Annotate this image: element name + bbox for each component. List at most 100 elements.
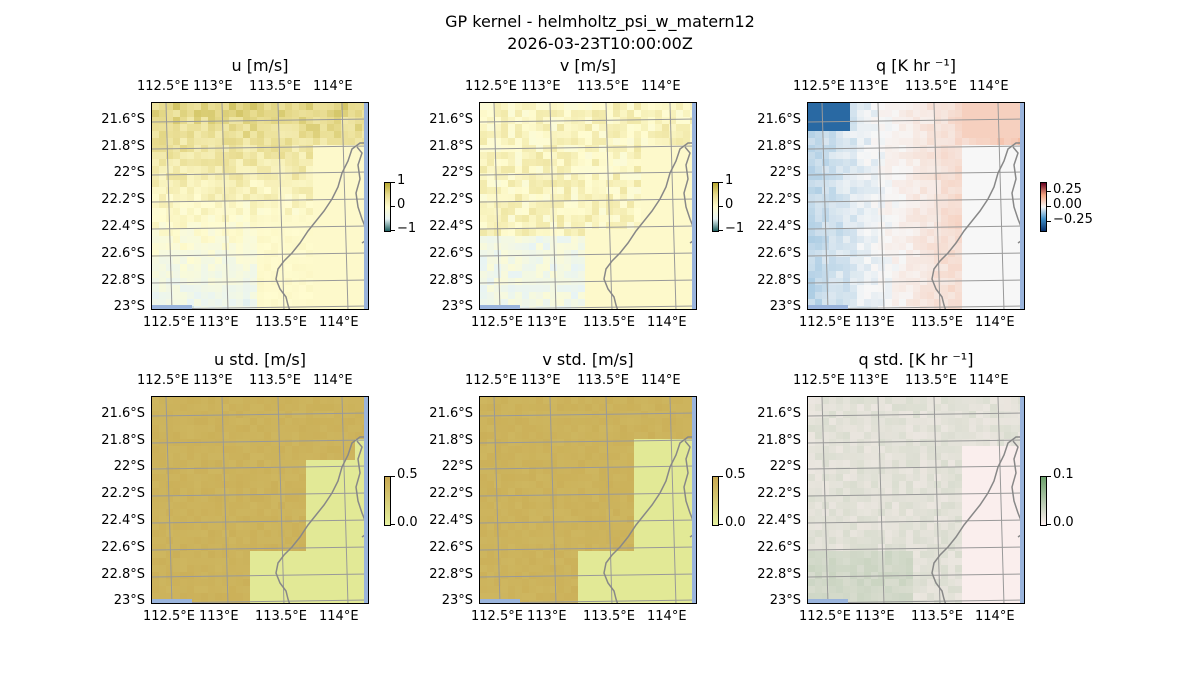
heatmap-cell — [620, 159, 627, 166]
heatmap-cell — [278, 467, 285, 474]
heatmap-cell — [606, 166, 613, 173]
heatmap-cell — [906, 194, 913, 201]
heatmap-cell — [264, 159, 271, 166]
heatmap-cell — [285, 481, 292, 488]
heatmap-cell — [906, 201, 913, 208]
heatmap-cell — [662, 285, 669, 292]
heatmap-cell — [480, 117, 487, 124]
heatmap-cell — [152, 292, 159, 299]
heatmap-cell — [180, 124, 187, 131]
heatmap-cell — [285, 565, 292, 572]
heatmap-cell — [676, 243, 683, 250]
heatmap-cell — [550, 173, 557, 180]
heatmap-cell — [194, 495, 201, 502]
heatmap-cell — [313, 278, 320, 285]
heatmap-cell — [850, 292, 857, 299]
heatmap-cell — [152, 537, 159, 544]
heatmap-cell — [529, 572, 536, 579]
heatmap-cell — [655, 495, 662, 502]
heatmap-cell — [648, 495, 655, 502]
heatmap-cell — [257, 166, 264, 173]
heatmap-cell — [334, 453, 341, 460]
heatmap-cell — [627, 411, 634, 418]
heatmap-cell — [578, 551, 585, 558]
heatmap-cell — [683, 131, 690, 138]
heatmap-cell — [173, 257, 180, 264]
heatmap-cell — [166, 180, 173, 187]
heatmap-cell — [522, 404, 529, 411]
grid-line — [808, 118, 1024, 123]
heatmap-cell — [215, 453, 222, 460]
heatmap-cell — [550, 292, 557, 299]
heatmap-cell — [508, 460, 515, 467]
heatmap-cell — [948, 180, 955, 187]
heatmap-cell — [885, 236, 892, 243]
heatmap-cell — [152, 544, 159, 551]
heatmap-cell — [215, 236, 222, 243]
heatmap-cell — [613, 488, 620, 495]
heatmap-cell — [292, 173, 299, 180]
heatmap-cell — [264, 446, 271, 453]
heatmap-cell — [571, 495, 578, 502]
heatmap-cell — [292, 530, 299, 537]
heatmap-cell — [620, 439, 627, 446]
heatmap-cell — [494, 404, 501, 411]
heatmap-cell — [173, 411, 180, 418]
heatmap-cell — [215, 292, 222, 299]
heatmap-cell — [299, 131, 306, 138]
heatmap-cell — [850, 285, 857, 292]
heatmap-cell — [215, 425, 222, 432]
heatmap-cell — [1011, 215, 1018, 222]
heatmap-cell — [229, 271, 236, 278]
heatmap-cell — [948, 208, 955, 215]
heatmap-cell — [355, 411, 362, 418]
heatmap-cell — [578, 439, 585, 446]
heatmap-cell — [222, 159, 229, 166]
heatmap-cell — [564, 558, 571, 565]
heatmap-cell — [655, 481, 662, 488]
heatmap-cell — [920, 166, 927, 173]
heatmap-cell — [550, 467, 557, 474]
heatmap-cell — [634, 180, 641, 187]
heatmap-cell — [990, 180, 997, 187]
heatmap-cell — [648, 229, 655, 236]
heatmap-cell — [229, 551, 236, 558]
heatmap-cell — [962, 180, 969, 187]
heatmap-cell — [634, 586, 641, 593]
heatmap-cell — [292, 446, 299, 453]
heatmap-cell — [613, 187, 620, 194]
heatmap-cell — [243, 250, 250, 257]
heatmap-cell — [341, 530, 348, 537]
heatmap-cell — [655, 432, 662, 439]
heatmap-cell — [292, 187, 299, 194]
heatmap-cell — [962, 159, 969, 166]
heatmap-cell — [906, 187, 913, 194]
heatmap-cell — [613, 404, 620, 411]
heatmap-cell — [613, 446, 620, 453]
heatmap-cell — [676, 509, 683, 516]
heatmap-cell — [222, 425, 229, 432]
grid-line — [480, 171, 696, 176]
heatmap-cell — [592, 474, 599, 481]
heatmap-cell — [822, 271, 829, 278]
heatmap-cell — [578, 516, 585, 523]
lat-tick-label: 21.8°S — [101, 139, 145, 154]
heatmap-cell — [313, 299, 320, 306]
heatmap-cell — [557, 488, 564, 495]
heatmap-cell — [215, 411, 222, 418]
heatmap-cell — [187, 243, 194, 250]
coastline — [275, 142, 368, 309]
heatmap-cell — [243, 460, 250, 467]
heatmap-cell — [348, 411, 355, 418]
heatmap-cell — [201, 250, 208, 257]
heatmap-cell — [348, 488, 355, 495]
heatmap-cell — [571, 516, 578, 523]
heatmap-cell — [976, 159, 983, 166]
heatmap-cell — [187, 236, 194, 243]
heatmap-cell — [236, 558, 243, 565]
heatmap-cell — [327, 110, 334, 117]
heatmap-cell — [983, 215, 990, 222]
heatmap-cell — [529, 516, 536, 523]
heatmap-cell — [948, 131, 955, 138]
heatmap-cell — [976, 222, 983, 229]
